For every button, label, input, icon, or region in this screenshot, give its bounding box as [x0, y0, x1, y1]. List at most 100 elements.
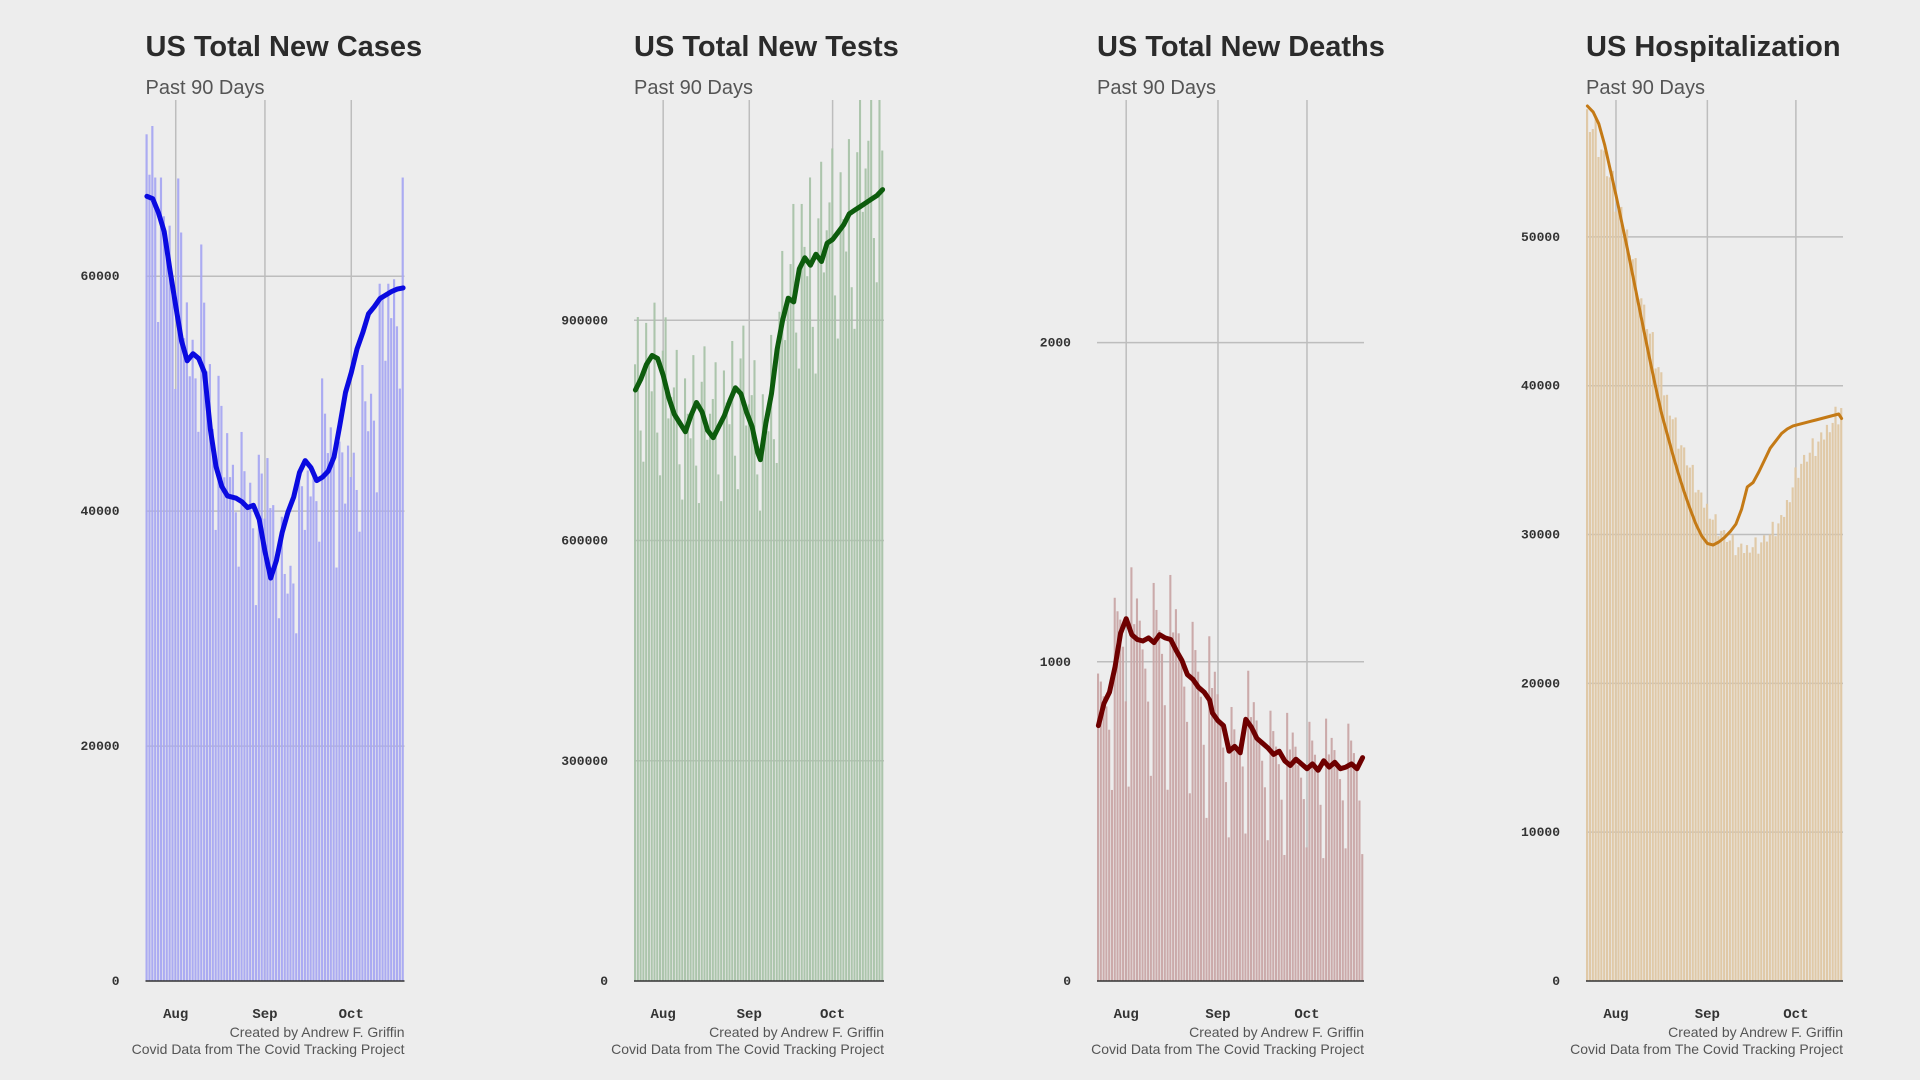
daily-bar — [1725, 541, 1729, 981]
daily-bar — [767, 431, 770, 982]
chart-subtitle: Past 90 Days — [1586, 77, 1705, 99]
daily-bar — [1236, 746, 1239, 981]
daily-bar — [346, 445, 350, 982]
daily-bar — [1605, 176, 1609, 981]
daily-bar — [251, 528, 255, 981]
daily-bar — [162, 216, 165, 982]
daily-bar — [159, 177, 163, 981]
daily-bar — [401, 177, 404, 981]
daily-bar — [1685, 465, 1689, 981]
daily-bar — [338, 441, 341, 981]
daily-bar — [1183, 686, 1186, 981]
daily-bar — [266, 458, 269, 981]
chart-title: US Total New Deaths — [1097, 31, 1385, 63]
daily-bar — [154, 177, 157, 981]
daily-bar — [864, 168, 867, 982]
daily-bar — [717, 474, 720, 981]
daily-bar — [384, 360, 387, 981]
y-tick-label: 30000 — [1521, 528, 1560, 543]
daily-bar — [1266, 840, 1269, 981]
daily-bar — [1837, 424, 1840, 981]
daily-bar — [825, 230, 828, 981]
caption-author: Created by Andrew F. Griffin — [230, 1024, 405, 1040]
daily-bar — [867, 140, 870, 982]
daily-bar — [180, 232, 183, 982]
daily-bar — [664, 317, 667, 981]
daily-bar — [681, 499, 684, 981]
daily-bar — [1697, 489, 1700, 981]
daily-bar — [845, 251, 848, 982]
daily-bar — [1294, 746, 1297, 981]
daily-bar — [1823, 439, 1826, 982]
daily-bar — [1222, 747, 1225, 981]
daily-bar — [709, 413, 712, 982]
daily-bar — [856, 152, 859, 982]
daily-bar — [243, 471, 246, 981]
daily-bar — [1660, 372, 1663, 982]
daily-bar — [775, 462, 778, 981]
daily-bar — [1623, 233, 1626, 981]
daily-bar — [1828, 432, 1831, 982]
daily-bar — [1352, 753, 1355, 981]
daily-bar — [1344, 848, 1347, 981]
daily-bar — [839, 172, 842, 981]
daily-bar — [358, 531, 361, 981]
daily-bar — [1645, 329, 1649, 981]
daily-bar — [194, 378, 197, 981]
daily-bar — [759, 510, 762, 981]
daily-bar — [1202, 744, 1205, 981]
panel-hospitalization: US Hospitalization Past 90 Days 0 10000 20… — [1521, 31, 1843, 1057]
daily-bar — [1743, 553, 1746, 981]
x-tick-label: Oct — [820, 1007, 845, 1023]
daily-bar — [260, 473, 263, 981]
daily-bar — [1834, 406, 1837, 981]
daily-bar — [811, 326, 814, 981]
daily-bar — [1803, 454, 1806, 981]
daily-bar — [398, 388, 401, 982]
daily-bar — [1213, 671, 1216, 981]
daily-bar — [312, 468, 315, 982]
daily-bar — [1258, 743, 1261, 981]
daily-bar — [1313, 754, 1317, 981]
y-tick-label: 10000 — [1521, 825, 1560, 840]
daily-bar — [670, 396, 673, 982]
daily-bar — [853, 328, 856, 982]
daily-bar — [1241, 766, 1244, 981]
daily-bar — [1191, 621, 1194, 981]
x-tick-label: Aug — [1114, 1007, 1139, 1023]
daily-bar — [237, 566, 240, 981]
daily-bar — [203, 302, 206, 981]
daily-bar — [220, 405, 223, 982]
daily-bar — [1311, 740, 1314, 981]
daily-bar — [1620, 206, 1623, 981]
daily-bar — [739, 358, 742, 982]
daily-bar — [303, 529, 306, 981]
daily-bar — [240, 431, 243, 981]
daily-bar — [1825, 424, 1829, 981]
daily-bar — [1783, 516, 1786, 981]
daily-bar — [1674, 417, 1677, 981]
daily-bar — [1130, 567, 1133, 981]
daily-bar — [295, 633, 298, 981]
daily-bar — [188, 376, 191, 981]
daily-bar — [878, 100, 881, 981]
daily-bar — [1680, 445, 1683, 982]
y-tick-label: 1000 — [1040, 655, 1071, 670]
daily-bar — [1771, 521, 1774, 981]
daily-bar — [197, 431, 200, 981]
daily-bar — [1147, 701, 1150, 981]
daily-bar — [1288, 749, 1291, 981]
daily-bar — [1791, 487, 1794, 981]
daily-bar — [1703, 507, 1706, 981]
daily-bar — [344, 503, 347, 981]
daily-bar — [205, 371, 209, 981]
daily-bar — [1668, 415, 1671, 982]
daily-bar — [1628, 255, 1631, 982]
y-tick-label: 60000 — [80, 269, 119, 284]
daily-bar — [364, 401, 367, 981]
daily-bar — [1319, 804, 1322, 981]
daily-bar — [1188, 793, 1191, 981]
daily-bar — [1177, 633, 1180, 981]
daily-bar — [1788, 502, 1791, 981]
daily-bar — [1300, 777, 1303, 981]
